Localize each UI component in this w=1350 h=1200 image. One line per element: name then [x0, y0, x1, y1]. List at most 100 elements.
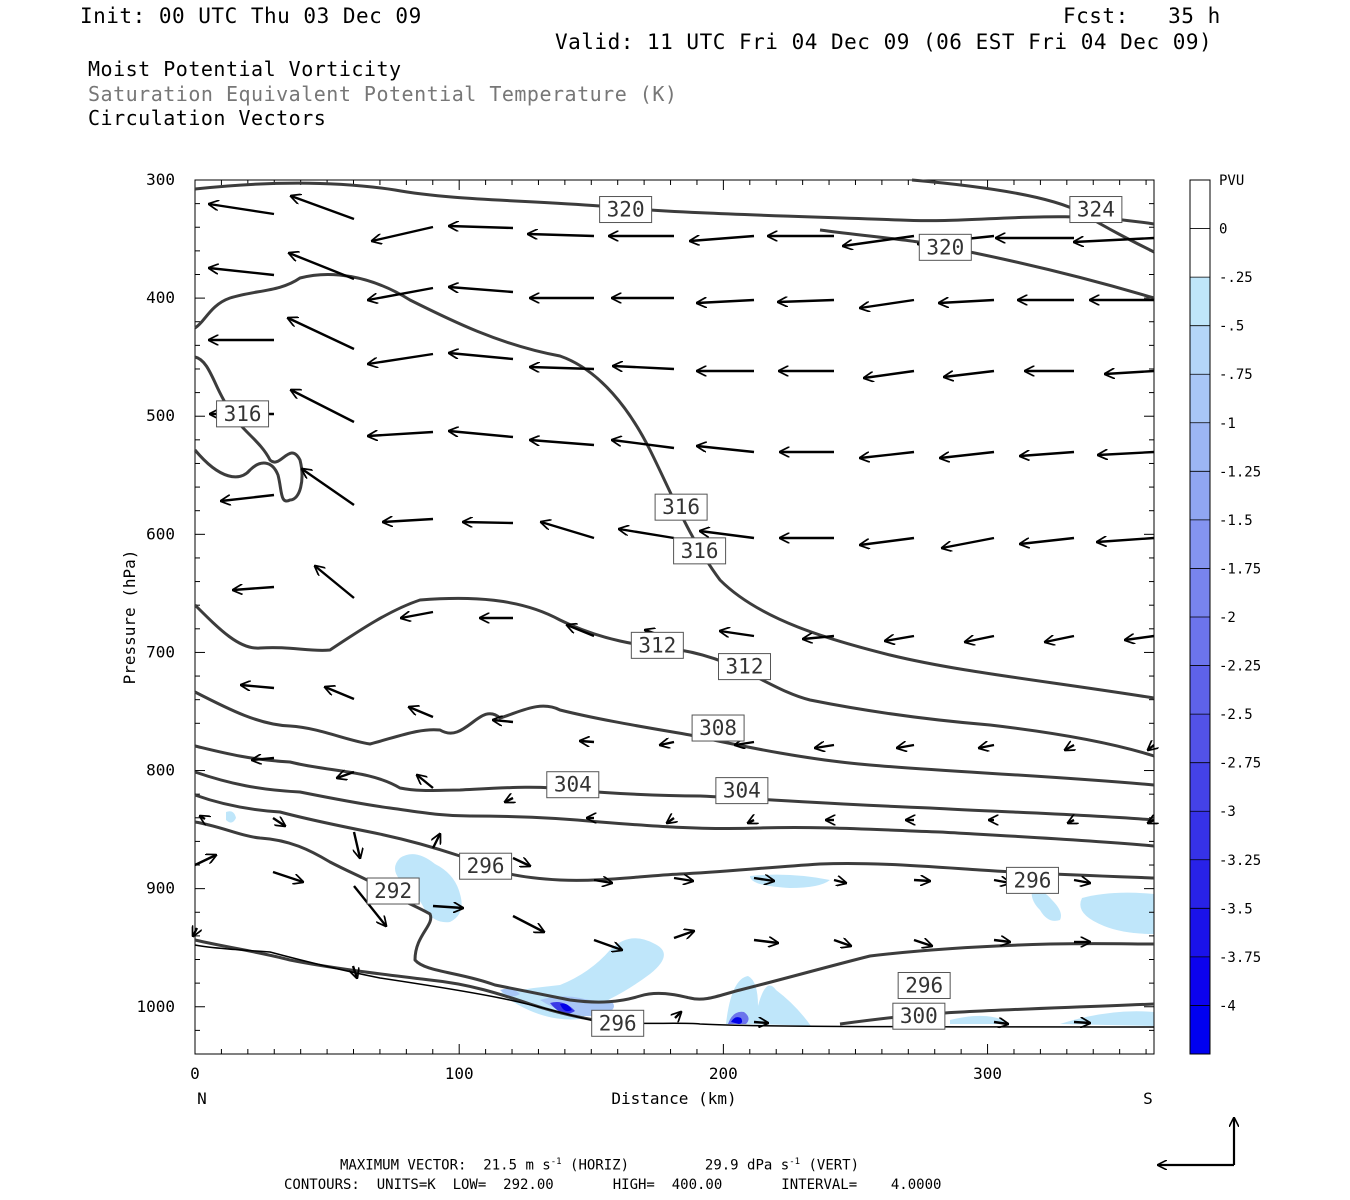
contour-label-box — [718, 653, 772, 681]
circulation-vector — [272, 818, 285, 826]
circulation-vector — [864, 369, 915, 378]
forecast-hour: Fcst: 35 h — [1063, 4, 1221, 28]
circulation-vector — [272, 870, 303, 882]
circulation-vector — [667, 818, 674, 823]
colorbar-label: -1.75 — [1219, 561, 1261, 577]
contour-label-box — [366, 877, 420, 905]
max-vector-line: MAXIMUM VECTOR: 21.5 m s-1 (HORIZ) 29.9 … — [340, 1157, 859, 1174]
contour-labels: 320 324 320 316 316 316 312 312 308 304 304 296 296 2… — [216, 196, 1123, 1037]
circulation-vector — [432, 906, 463, 908]
contour-label: 304 — [723, 779, 761, 803]
circulation-vector — [368, 352, 434, 364]
circulation-vector — [690, 234, 755, 241]
circulation-vector — [815, 745, 835, 748]
circulation-vector — [1065, 745, 1074, 750]
vert-unit: (VERT) — [808, 1157, 860, 1174]
circulation-vector — [593, 880, 612, 883]
y-tick-label: 600 — [146, 524, 175, 543]
colorbar-swatch — [1190, 811, 1210, 861]
circulation-vector — [753, 1022, 768, 1023]
x-end-right: S — [1143, 1089, 1153, 1108]
colorbar-label: -2.75 — [1219, 756, 1261, 772]
circulation-vector — [541, 522, 595, 540]
circulation-vectors — [193, 196, 1154, 1024]
circulation-vector — [512, 914, 544, 932]
circulation-vector — [993, 940, 1010, 942]
circulation-vector — [939, 300, 995, 303]
circulation-vector — [528, 234, 595, 236]
circulation-vector — [675, 1012, 681, 1018]
field-title-mpv: Moist Potential Vorticity — [88, 57, 402, 81]
y-tick-label: 700 — [146, 642, 175, 661]
circulation-vector — [897, 745, 915, 748]
circulation-vector — [463, 522, 514, 523]
circulation-vector — [194, 855, 216, 867]
colorbar-swatch — [1190, 762, 1210, 812]
plot-frame — [194, 179, 1155, 1055]
theta-es-contours — [193, 178, 1155, 1026]
x-axis-label: Distance (km) — [611, 1089, 736, 1108]
colorbar-swatch — [1190, 277, 1210, 327]
circulation-vector — [1073, 880, 1090, 883]
circulation-vector — [417, 775, 434, 789]
contour-label-box — [591, 1009, 645, 1037]
contour-label-box — [654, 493, 708, 521]
circulation-vector — [288, 318, 355, 351]
circulation-vector — [291, 390, 355, 424]
colorbar-swatch — [1190, 422, 1210, 472]
colorbar-swatch — [1190, 519, 1210, 569]
circulation-vector — [697, 446, 755, 454]
circulation-vector — [353, 965, 357, 978]
contour-label: 296 — [467, 854, 505, 878]
circulation-vector — [401, 610, 434, 618]
circulation-vector — [965, 636, 995, 642]
y-tick-label: 500 — [146, 406, 175, 425]
circulation-vector — [700, 531, 755, 540]
circulation-vector — [233, 587, 275, 590]
circulation-vector — [993, 1022, 1008, 1024]
circulation-vector — [1105, 371, 1155, 374]
circulation-vector — [660, 742, 675, 745]
colorbar-swatch — [1190, 665, 1210, 715]
contour-label: 304 — [554, 773, 592, 797]
contour-label: 316 — [662, 495, 700, 519]
contour-label-box — [691, 714, 745, 742]
colorbar-swatch — [1190, 374, 1210, 424]
contour-label-box — [546, 771, 600, 799]
circulation-vector — [778, 300, 835, 302]
y-tick-label: 900 — [146, 879, 175, 898]
circulation-vector — [337, 772, 355, 778]
colorbar-label: -2.5 — [1219, 707, 1253, 723]
circulation-vector — [368, 432, 434, 436]
y-tick-label: 800 — [146, 761, 175, 780]
circulation-vector — [803, 636, 835, 639]
circulation-vector — [580, 741, 595, 742]
circulation-vector — [449, 287, 514, 294]
colorbar-swatch — [1190, 617, 1210, 667]
horiz-exp: -1 — [550, 1157, 562, 1167]
circulation-vector — [753, 878, 774, 881]
circulation-vector — [940, 450, 995, 458]
circulation-vector — [913, 940, 932, 946]
circulation-vector — [512, 856, 530, 866]
circulation-vector — [753, 940, 778, 943]
circulation-vector — [1148, 745, 1154, 750]
colorbar-swatch — [1190, 859, 1210, 909]
circulation-vector — [209, 204, 275, 216]
circulation-vector — [673, 878, 693, 881]
circulation-vector — [221, 493, 275, 501]
contour-label-box — [892, 1002, 946, 1030]
vert-max: 29.9 dPa s — [704, 1157, 790, 1174]
circulation-vector — [409, 707, 434, 719]
contour-label: 308 — [699, 716, 737, 740]
colorbar-swatch — [1190, 180, 1210, 230]
circulation-vector — [1020, 452, 1075, 456]
contour-label: 296 — [905, 973, 943, 997]
circulation-vector — [433, 834, 440, 849]
colorbar-label: -2 — [1219, 610, 1236, 626]
circulation-vector — [315, 566, 355, 599]
contour-label-box — [897, 971, 951, 999]
contour-label-box — [1069, 196, 1123, 224]
horiz-max: 21.5 m s — [483, 1157, 551, 1174]
